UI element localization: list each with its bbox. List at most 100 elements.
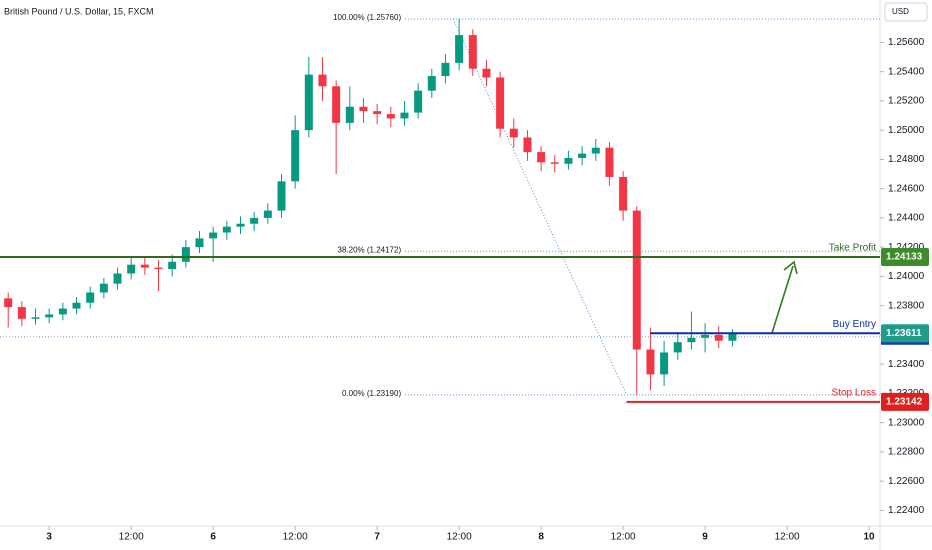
y-tick-label: 1.22400 [888,505,925,516]
y-tick-label: 1.24200 [888,242,925,253]
y-tick-label: 1.22600 [888,476,925,487]
y-tick-label: 1.23400 [888,359,925,370]
x-tick-label: 9 [702,532,708,543]
currency-box[interactable] [884,2,928,22]
x-tick-label: 12:00 [775,532,800,543]
level-box [881,247,929,266]
arrow-head [783,260,798,275]
x-tick-label: 3 [46,532,52,543]
y-tick-label: 1.24000 [888,271,925,282]
candle-body [127,264,136,274]
x-tick-label: 12:00 [447,532,472,543]
candle-body [99,283,108,293]
currency: USD [892,7,909,16]
candle-body [550,162,559,164]
plot: 100.00% (1.25760) 38.20% (1.24172) 0.00% (… [0,13,880,398]
candle-body [660,352,669,375]
candle-body [195,238,204,248]
candle-body [236,223,245,227]
candle-body [482,68,491,78]
candle-body [496,77,505,129]
candle-body [468,35,477,69]
candle-body [72,302,81,309]
candle-body [45,314,54,318]
x-tick-label: 7 [374,532,380,543]
candle-body [728,333,737,341]
candle-body [632,210,641,350]
y-tick-label: 1.25400 [888,66,925,77]
candle-body [701,334,710,338]
candle-body [140,264,149,268]
candle-body [523,137,532,153]
candle-body [564,157,573,164]
candle-body [373,111,382,115]
candle-body [687,337,696,343]
candle-body [154,267,163,270]
y-tick-label: 1.24800 [888,154,925,165]
candle-body [673,342,682,353]
candle-body [86,292,95,303]
candle-body [646,349,655,375]
candle-body [441,62,450,77]
candle-body [263,210,272,218]
candle-body [605,147,614,177]
x-tick-label: 12:00 [611,532,636,543]
y-tick-label: 1.22800 [888,447,925,458]
candle-body [17,307,26,319]
candle-body [318,74,327,87]
candle-body [509,128,518,138]
x-tick-label: 8 [538,532,544,543]
candle-body [427,76,436,91]
candle-body [578,153,587,158]
candle-body [31,317,40,319]
x-tick-label: 10 [864,532,876,543]
y-tick-label: 1.25200 [888,96,925,107]
candle-body [113,273,122,284]
candle-body [277,181,286,211]
level-name: Take Profit [829,243,876,254]
x-tick-label: 6 [210,532,216,543]
candle-body [58,308,67,315]
fib-label: 38.20% (1.24172) [338,245,402,254]
candle-body [332,86,341,123]
candle-body [414,90,423,113]
y-tick-label: 1.24600 [888,183,925,194]
y-tick-label: 1.23000 [888,417,925,428]
candle-body [345,106,354,123]
fib-label: 0.00% (1.23190) [342,389,401,398]
level-label: 1.23611 [886,328,922,339]
chart-title: British Pound / U.S. Dollar, 15, FXCM [4,6,154,16]
level-label: 1.23142 [886,397,923,408]
candle-body [209,232,218,239]
y-tick-label: 1.25600 [888,37,925,48]
candle-body [291,130,300,182]
candle-body [400,112,409,119]
level-box [881,324,929,343]
level-name: Stop Loss [832,388,876,399]
fib-label: 100.00% (1.25760) [333,13,401,22]
candle-body [181,247,190,262]
candle-body [304,74,313,131]
candle-body [619,176,628,211]
candle-body [714,334,723,341]
y-tick-label: 1.24400 [888,213,925,224]
level-label: 1.24133 [886,252,923,263]
y-tick-label: 1.25000 [888,125,925,136]
candle-body [455,35,464,63]
candle-body [4,298,13,308]
candle-body [359,106,368,112]
candle-body [591,147,600,154]
candle-body [386,114,395,119]
candle-body [537,152,546,163]
y-tick-label: 1.23800 [888,300,925,311]
level-name: Buy Entry [833,319,876,330]
level-box [881,392,929,411]
x-tick-label: 12:00 [119,532,144,543]
arrow [771,265,794,334]
candle-body [250,217,259,224]
candle-body [222,226,231,233]
x-tick-label: 12:00 [283,532,308,543]
candle-body [168,261,177,270]
